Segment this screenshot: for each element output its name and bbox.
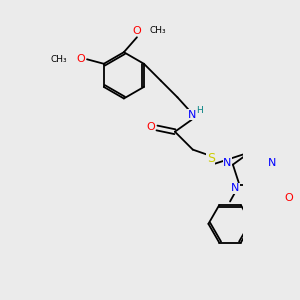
Text: N: N: [268, 158, 277, 168]
Text: N: N: [188, 110, 196, 120]
Text: N: N: [231, 183, 239, 194]
Text: O: O: [76, 54, 85, 64]
Text: O: O: [284, 194, 293, 203]
Text: O: O: [146, 122, 154, 132]
Text: N: N: [223, 158, 232, 168]
Text: H: H: [196, 106, 203, 115]
Text: CH₃: CH₃: [51, 55, 67, 64]
Text: CH₃: CH₃: [149, 26, 166, 35]
Text: O: O: [133, 26, 141, 36]
Text: S: S: [207, 152, 215, 166]
